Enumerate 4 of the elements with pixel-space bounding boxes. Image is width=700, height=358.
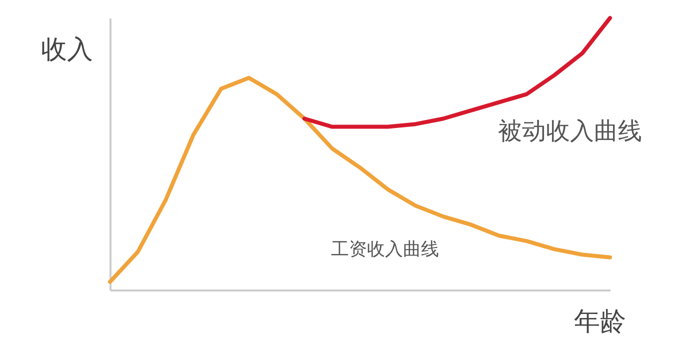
- series-label: 被动收入曲线: [498, 117, 642, 146]
- y-axis-title: 收入: [41, 35, 93, 65]
- x-axis-title: 年龄: [574, 307, 626, 337]
- series-label: 工资收入曲线: [331, 239, 439, 260]
